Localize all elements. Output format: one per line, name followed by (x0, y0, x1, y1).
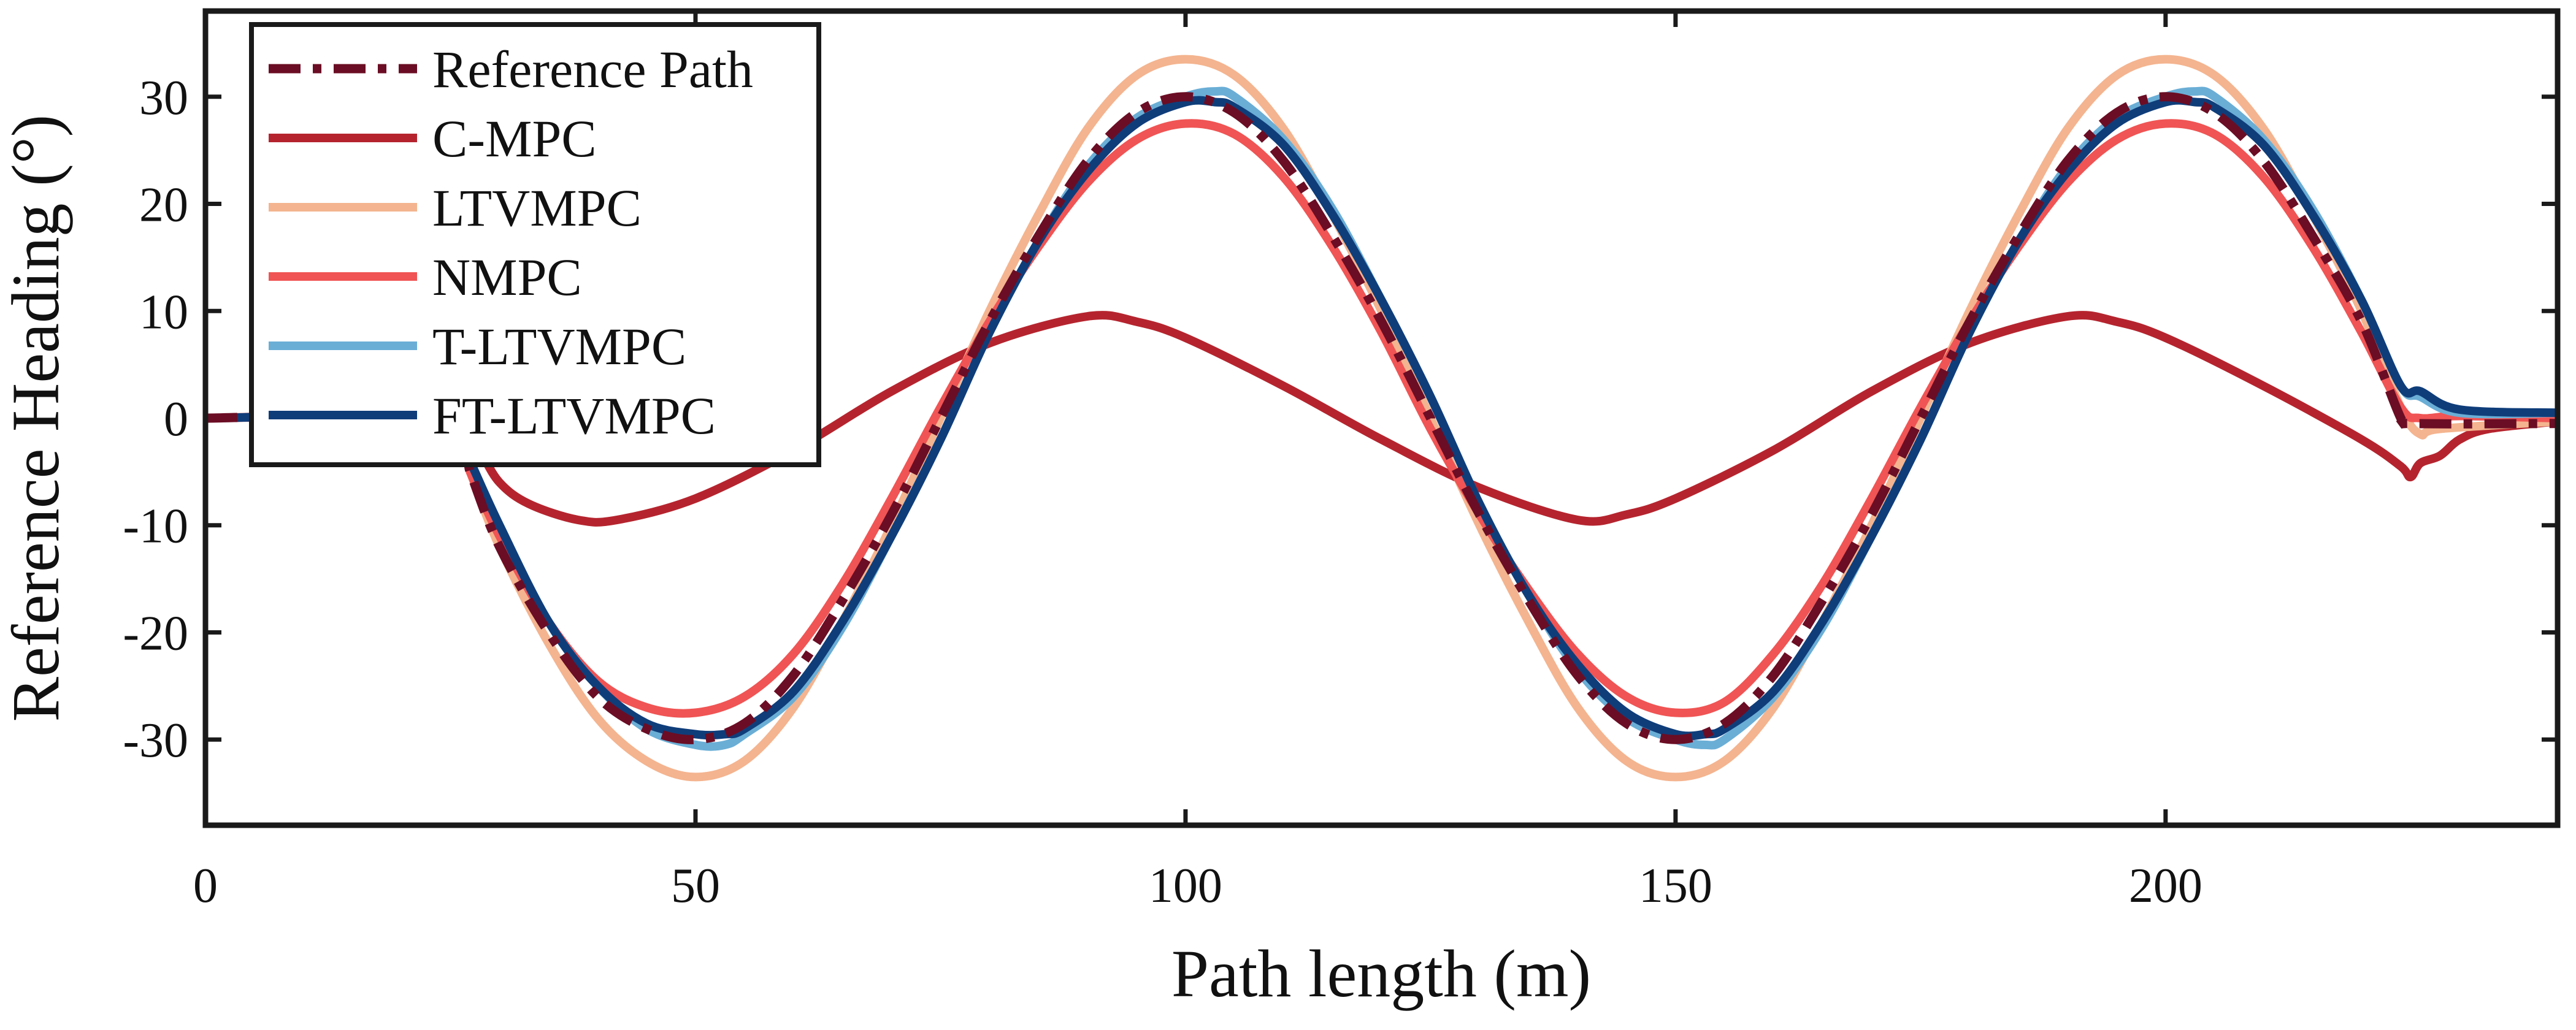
y-tick-label: 30 (139, 71, 188, 125)
legend-label-c-mpc: C-MPC (432, 109, 597, 168)
y-tick-label: -30 (123, 714, 188, 768)
legend-label-ft-ltvmpc: FT-LTVMPC (432, 386, 716, 445)
legend-label-ltvmpc: LTVMPC (432, 178, 642, 237)
y-tick-label: 20 (139, 178, 188, 232)
legend-label-reference-path: Reference Path (432, 40, 753, 99)
y-tick-label: -10 (123, 500, 188, 554)
y-tick-label: 10 (139, 285, 188, 339)
series-line-reference-path (205, 92, 2558, 744)
y-tick-label: 0 (164, 392, 188, 446)
x-tick-label: 200 (2129, 859, 2202, 913)
y-axis-label: Reference Heading (°) (0, 115, 73, 722)
legend-box (249, 22, 821, 467)
series-line-nmpc (205, 119, 2558, 718)
series-line-c-mpc (205, 311, 2558, 527)
legend-label-t-ltvmpc: T-LTVMPC (432, 317, 686, 376)
plot-frame (202, 8, 2561, 828)
x-axis-label: Path length (m) (1171, 936, 1591, 1011)
series-layer (205, 55, 2558, 782)
x-tick-label: 100 (1149, 859, 1222, 913)
x-tick-label: 50 (671, 859, 720, 913)
legend: Reference Path C-MPC LTVMPC NMPC T-LTVMPC FT-… (249, 22, 821, 467)
legend-label-nmpc: NMPC (432, 248, 582, 307)
y-tick-label: -20 (123, 606, 188, 660)
x-tick-label: 150 (1639, 859, 1712, 913)
x-tick-label: 0 (193, 859, 218, 913)
